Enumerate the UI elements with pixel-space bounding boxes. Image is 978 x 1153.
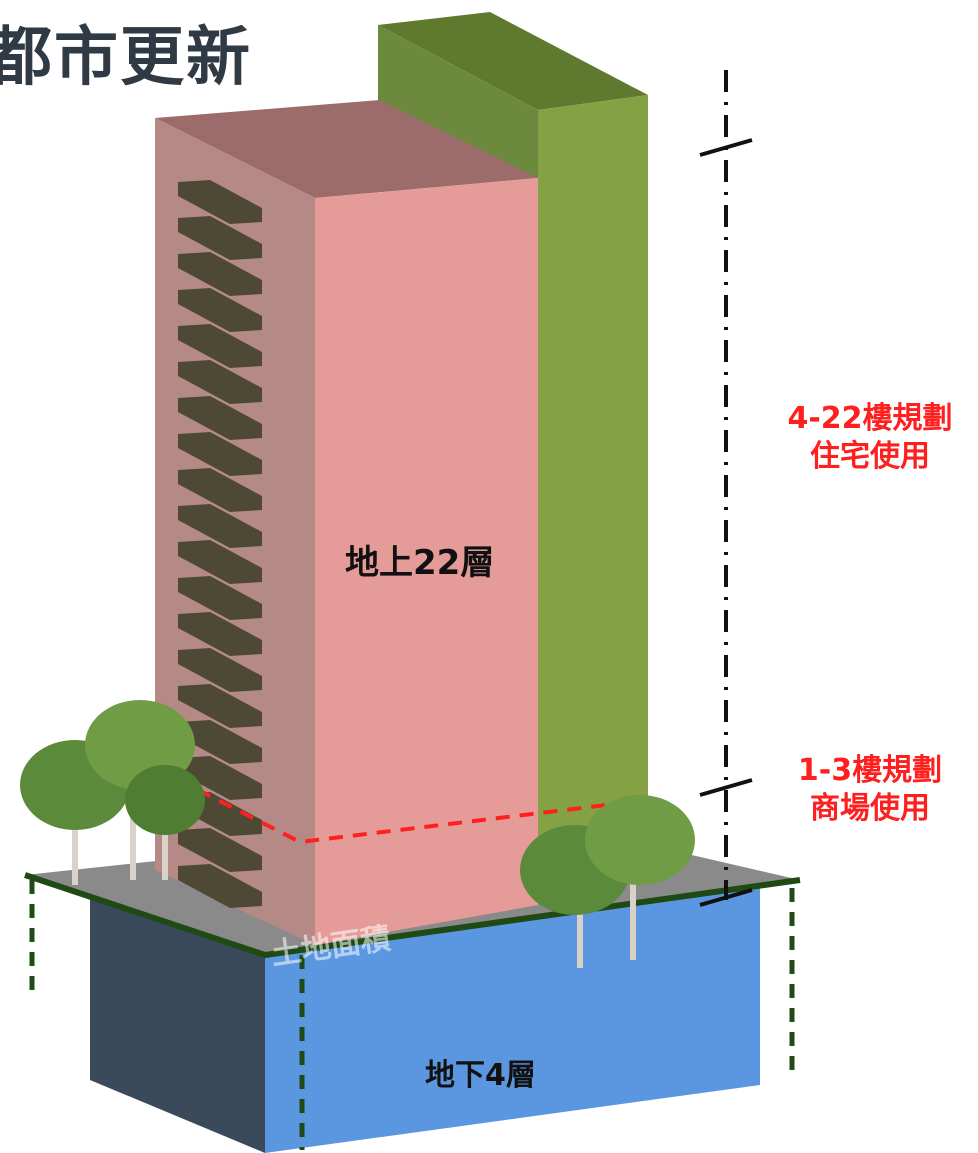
lower-use-line2: 商場使用	[810, 791, 930, 826]
balcony	[178, 684, 262, 728]
upper-use-line1: 4-22樓規劃	[787, 401, 953, 436]
balcony	[178, 828, 262, 872]
balcony	[178, 864, 262, 908]
balcony	[178, 756, 262, 800]
pink-tower-front	[315, 178, 538, 945]
dimension-tick	[699, 138, 753, 157]
tree-left	[20, 700, 205, 885]
balcony-group	[178, 180, 262, 908]
tree-canopy	[585, 795, 695, 885]
balcony	[178, 360, 262, 404]
balcony	[178, 540, 262, 584]
balcony	[178, 288, 262, 332]
lower-use-line1: 1-3樓規劃	[797, 753, 943, 788]
tree-canopy	[125, 765, 205, 835]
pink-tower-top	[155, 100, 538, 198]
balcony	[178, 324, 262, 368]
tree-trunk	[72, 800, 78, 885]
above-ground-label: 地上22層	[345, 543, 495, 583]
dimension-tick	[699, 778, 753, 797]
upper-use-label: 4-22樓規劃 住宅使用	[762, 400, 978, 476]
tree-trunk	[130, 780, 136, 880]
balcony	[178, 720, 262, 764]
tree-trunk	[630, 860, 636, 960]
balcony	[178, 396, 262, 440]
ground-edge	[24, 872, 801, 959]
balcony	[178, 612, 262, 656]
balcony	[178, 252, 262, 296]
tree-trunk	[577, 880, 583, 968]
balcony	[178, 216, 262, 260]
green-tower-top	[378, 12, 648, 110]
balcony	[178, 648, 262, 692]
below-ground-label: 地下4層	[425, 1058, 536, 1093]
dimension-tick	[699, 888, 753, 907]
tree-right	[520, 795, 695, 968]
tree-trunk	[162, 800, 168, 880]
basement-front	[265, 880, 760, 1153]
balcony	[178, 180, 262, 224]
green-tower-front	[538, 95, 648, 880]
basement-side	[90, 880, 265, 1153]
balcony	[178, 504, 262, 548]
balcony	[178, 468, 262, 512]
lower-use-label: 1-3樓規劃 商場使用	[762, 752, 978, 828]
balcony	[178, 576, 262, 620]
page-title: 都市更新	[0, 21, 252, 95]
balcony	[178, 432, 262, 476]
upper-use-line2: 住宅使用	[810, 439, 930, 474]
